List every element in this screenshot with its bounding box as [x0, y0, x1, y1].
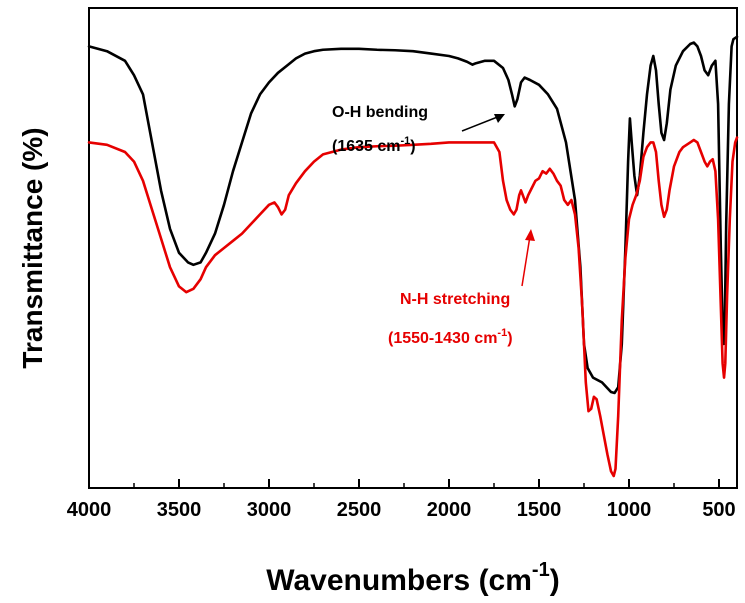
y-axis-label: Transmittance (%): [17, 127, 48, 368]
x-axis-label-close: ): [550, 564, 560, 597]
annotation-oh-line2-pre: (1635 cm: [332, 138, 401, 155]
series-layer: [87, 35, 739, 478]
annotation-nh-line2-sup: -1: [497, 327, 507, 339]
annotation-nh-line2-pre: (1550-1430 cm: [388, 330, 497, 347]
annotation-oh-arrowhead: [494, 114, 505, 123]
x-tick-label-500: 500: [702, 499, 735, 521]
x-axis-label-main: Wavenumbers (cm: [266, 564, 532, 597]
series-line-0: [87, 35, 739, 395]
x-tick-label-3500: 3500: [157, 499, 202, 521]
x-tick-label-2000: 2000: [427, 499, 472, 521]
x-tick-label-3000: 3000: [247, 499, 292, 521]
x-tick-label-2500: 2500: [337, 499, 382, 521]
x-tick-label-1500: 1500: [517, 499, 562, 521]
annotation-oh-arrow-line: [461, 115, 501, 132]
annotation-oh-line2: (1635 cm-1): [332, 135, 416, 155]
x-tick-label-4000: 4000: [67, 499, 112, 521]
annotation-nh-line2: (1550-1430 cm-1): [388, 327, 513, 347]
x-tick-label-1000: 1000: [607, 499, 652, 521]
annotation-nh-line1: N-H stretching: [400, 291, 510, 308]
annotation-oh-line1: O-H bending: [332, 104, 428, 121]
series-line-1: [87, 136, 739, 478]
annotation-oh-line2-post: ): [410, 138, 415, 155]
annotation-oh-line2-sup: -1: [401, 135, 411, 147]
annotation-nh-line2-post: ): [507, 330, 512, 347]
plot-frame: [88, 7, 738, 489]
x-axis-label: Wavenumbers (cm-1): [266, 559, 559, 597]
x-axis-ticks: [88, 479, 720, 488]
plot-area: 4000 3500 3000 2500 2000 1500 1000 500 O-H bend…: [67, 7, 739, 521]
annotation-layer: O-H bending (1635 cm-1) N-H stretching (…: [332, 104, 535, 347]
annotation-nh-arrowhead: [525, 229, 535, 241]
annotation-nh-arrow-line: [521, 235, 531, 287]
x-axis-label-sup: -1: [532, 559, 550, 581]
x-axis-tick-labels: 4000 3500 3000 2500 2000 1500 1000 500: [67, 499, 736, 521]
